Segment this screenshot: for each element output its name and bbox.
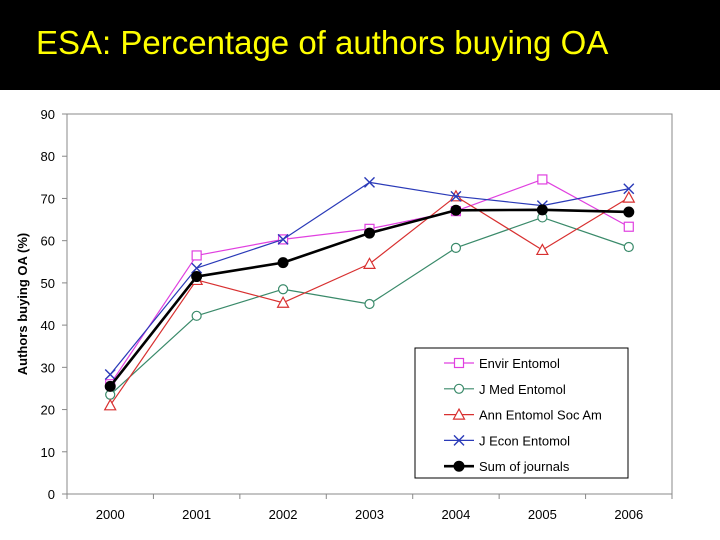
data-point-sum-of-journals [536, 204, 548, 216]
data-point-j-med-entomol [364, 298, 375, 310]
x-tick-label: 2003 [355, 507, 384, 522]
y-tick-label: 10 [41, 445, 55, 460]
title-bar: ESA: Percentage of authors buying OA [0, 0, 720, 90]
line-chart: 0 10 20 30 40 50 60 70 80 90 2000 2001 2002 2003 2004 2… [15, 107, 673, 522]
legend-marker-j-med-entomol [453, 383, 465, 394]
data-point-ann-entomol-soc-am [362, 257, 377, 269]
legend-marker-j-econ-entomol [453, 434, 465, 446]
data-point-ann-entomol-soc-am [535, 243, 549, 256]
data-point-j-med-entomol [623, 241, 634, 253]
data-point-j-econ-entomol [364, 176, 375, 188]
legend-marker-envir-entomol [453, 357, 465, 369]
data-point-sum-of-journals [450, 204, 462, 216]
data-point-j-med-entomol [277, 284, 289, 295]
x-tick-label: 2006 [614, 507, 643, 522]
data-point-j-econ-entomol [104, 369, 116, 381]
data-point-envir-entomol [191, 250, 202, 261]
y-tick-label: 90 [41, 107, 55, 122]
data-point-sum-of-journals [191, 271, 203, 283]
data-point-sum-of-journals [623, 206, 635, 218]
y-tick-label: 50 [41, 276, 55, 291]
legend-label-sum-of-journals: Sum of journals [479, 459, 570, 474]
x-tick-label: 2004 [441, 507, 470, 522]
data-point-sum-of-journals [104, 380, 116, 392]
y-axis-title: Authors buying OA (%) [15, 233, 30, 376]
data-point-j-econ-entomol [277, 233, 289, 245]
y-tick-label: 80 [41, 149, 55, 164]
data-point-envir-entomol [623, 221, 634, 232]
y-tick-label: 60 [41, 234, 55, 249]
slide-title: ESA: Percentage of authors buying OA [36, 24, 609, 61]
y-tick-label: 40 [41, 318, 55, 333]
x-tick-label: 2005 [528, 507, 557, 522]
legend-marker-ann-entomol-soc-am [452, 407, 466, 420]
y-tick-label: 70 [41, 191, 55, 206]
legend-label-j-med-entomol: J Med Entomol [479, 382, 566, 397]
legend-label-ann-entomol-soc-am: Ann Entomol Soc Am [479, 408, 602, 423]
y-tick-label: 30 [41, 360, 55, 375]
legend-marker-sum-of-journals [453, 460, 465, 472]
plot-frame [66, 113, 673, 495]
chart-panel: 0 10 20 30 40 50 60 70 80 90 2000 2001 2002 2003 2004 2… [0, 90, 720, 540]
data-point-sum-of-journals [277, 257, 289, 269]
legend-label-envir-entomol: Envir Entomol [479, 356, 560, 371]
legend-label-j-econ-entomol: J Econ Entomol [479, 433, 570, 448]
data-point-ann-entomol-soc-am [103, 398, 117, 411]
data-point-j-econ-entomol [623, 183, 635, 195]
x-tick-label: 2002 [269, 507, 298, 522]
data-point-sum-of-journals [364, 227, 375, 239]
data-point-ann-entomol-soc-am [622, 190, 636, 203]
y-tick-label: 0 [48, 487, 55, 502]
data-point-j-econ-entomol [191, 262, 203, 274]
data-point-envir-entomol [537, 174, 548, 185]
data-point-j-econ-entomol [450, 190, 462, 202]
data-point-j-med-entomol [191, 310, 202, 321]
x-tick-label: 2001 [182, 507, 211, 522]
x-tick-label: 2000 [96, 507, 125, 522]
y-tick-label: 20 [41, 403, 55, 418]
data-point-j-med-entomol [450, 242, 462, 253]
legend-box [414, 347, 629, 479]
data-point-ann-entomol-soc-am [276, 295, 290, 308]
